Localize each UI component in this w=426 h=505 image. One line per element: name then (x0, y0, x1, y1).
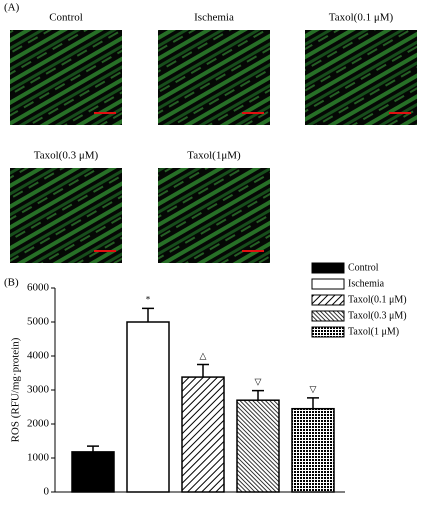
y-tick-label: 4000 (27, 350, 50, 362)
micrograph (10, 168, 122, 263)
bar (291, 407, 335, 493)
legend-label: Taxol(0.1 μM) (348, 294, 407, 305)
error-bar (307, 397, 319, 409)
y-tick-label: 2000 (27, 418, 50, 430)
panel-label: (A) (4, 2, 20, 14)
legend-swatch (311, 294, 345, 306)
error-bar (87, 445, 99, 452)
y-tick-label: 6000 (27, 282, 50, 294)
legend-swatch (311, 278, 345, 290)
y-tick-label: 0 (44, 486, 50, 498)
significance-marker: ▽ (310, 384, 317, 394)
bar (181, 376, 225, 493)
legend-label: Taxol(0.3 μM) (348, 310, 407, 321)
significance-marker: * (146, 294, 151, 304)
image-label: Ischemia (194, 12, 234, 24)
y-tick-label: 3000 (27, 384, 50, 396)
y-tick-label: 1000 (27, 452, 50, 464)
significance-marker: △ (200, 351, 207, 361)
image-label: Control (49, 12, 83, 24)
error-bar (252, 389, 264, 401)
image-label: Taxol(0.3 μM) (34, 150, 99, 162)
panel-label: (B) (4, 277, 19, 289)
legend-label: Taxol(1 μM) (348, 326, 399, 337)
bar (71, 451, 115, 493)
micrograph (305, 30, 417, 125)
error-bar (142, 307, 154, 322)
legend-swatch (311, 326, 345, 338)
legend-swatch (311, 310, 345, 322)
image-label: Taxol(0.1 μM) (329, 12, 394, 24)
micrograph (10, 30, 122, 125)
bar (236, 399, 280, 493)
y-axis-label: ROS (RFU/mg·protein) (10, 337, 22, 442)
legend-label: Ischemia (348, 278, 385, 289)
error-bar (197, 363, 209, 378)
image-label: Taxol(1μM) (187, 150, 241, 162)
y-tick-label: 5000 (27, 316, 50, 328)
significance-marker: ▽ (255, 377, 262, 387)
bar (126, 321, 170, 493)
micrograph (158, 168, 270, 263)
legend-label: Control (348, 262, 379, 273)
micrograph (158, 30, 270, 125)
legend-swatch (311, 262, 345, 274)
